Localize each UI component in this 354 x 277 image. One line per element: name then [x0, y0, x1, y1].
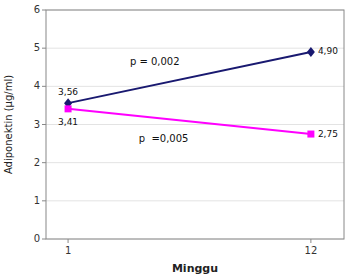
grid-line — [46, 48, 344, 49]
y-tick-label: 3 — [34, 119, 40, 130]
y-tick — [42, 162, 46, 163]
data-label: 4,90 — [318, 46, 338, 56]
y-tick — [42, 86, 46, 87]
y-tick — [42, 124, 46, 125]
y-tick-label: 4 — [34, 80, 40, 91]
series-marker — [307, 131, 314, 138]
y-tick — [42, 239, 46, 240]
x-tick-label: 1 — [65, 245, 71, 256]
x-tick — [310, 239, 311, 243]
grid-line — [46, 124, 344, 125]
annotation: p =0,005 — [139, 133, 189, 144]
grid-line — [46, 200, 344, 201]
data-label: 3,56 — [58, 87, 78, 97]
series-marker — [307, 47, 315, 57]
series-line — [68, 52, 311, 103]
x-axis-label: Minggu — [172, 262, 218, 275]
series-line — [68, 109, 311, 134]
y-tick-label: 6 — [34, 4, 40, 15]
y-tick — [42, 48, 46, 49]
y-tick — [42, 10, 46, 11]
annotation: p = 0,002 — [130, 56, 180, 67]
grid-line — [46, 162, 344, 163]
y-tick-label: 5 — [34, 42, 40, 53]
plot-area — [64, 47, 315, 138]
y-tick-label: 1 — [34, 195, 40, 206]
x-tick-label: 12 — [305, 245, 318, 256]
series-marker — [65, 105, 72, 112]
chart: 0123456112MingguAdiponektin (µg/ml)3,564… — [0, 0, 354, 277]
y-axis-label: Adiponektin (µg/ml) — [3, 75, 14, 174]
data-label: 3,41 — [58, 117, 78, 127]
grid-line — [46, 86, 344, 87]
y-tick-label: 2 — [34, 157, 40, 168]
plot-frame — [46, 10, 344, 239]
data-label: 2,75 — [318, 129, 338, 139]
x-tick — [68, 239, 69, 243]
y-tick — [42, 200, 46, 201]
y-tick-label: 0 — [34, 233, 40, 244]
